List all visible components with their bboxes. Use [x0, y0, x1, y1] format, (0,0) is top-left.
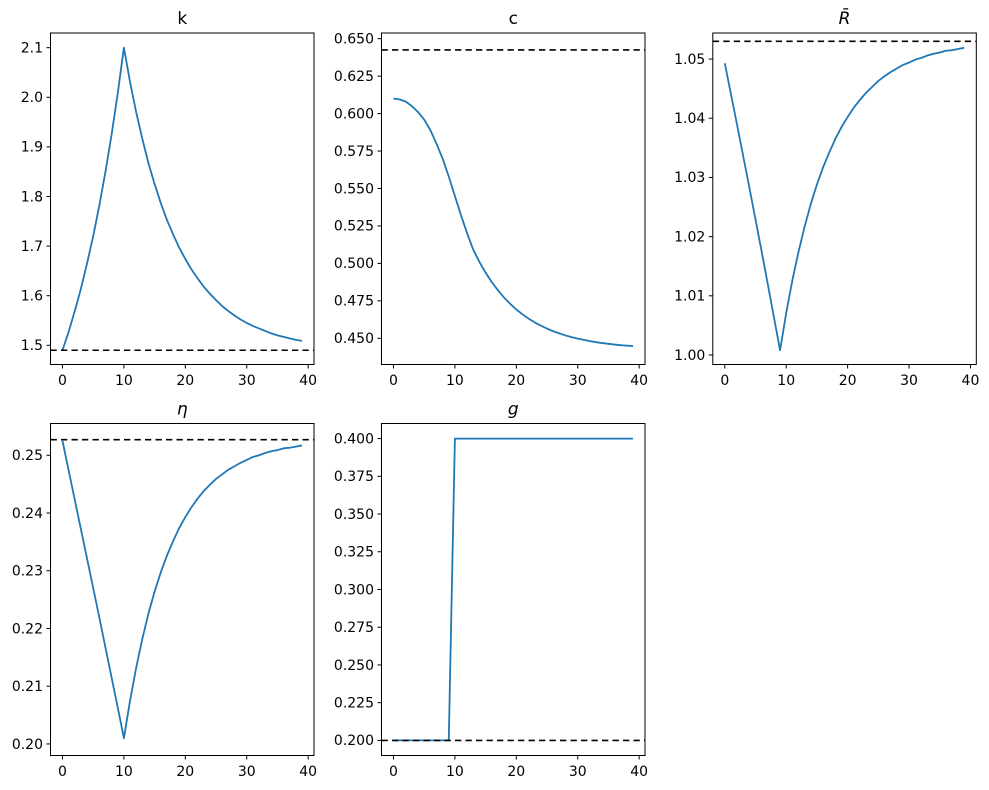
x-tick-label-c: 20 [507, 373, 525, 389]
x-tick-label-k: 40 [299, 373, 317, 389]
subplot-k: 0 10 20 30 40 1.5 1.6 1.7 1.8 1.9 2.0 2.1 k [21, 9, 317, 389]
y-tick-label-g: 0.350 [334, 507, 374, 523]
x-tick-label-g: 20 [507, 764, 525, 780]
x-tick-label-c: 10 [446, 373, 464, 389]
y-tick-label-Rbar: 1.01 [674, 289, 705, 305]
y-tick-label-c: 0.475 [334, 294, 374, 310]
y-tick-label-g: 0.300 [334, 582, 374, 598]
y-tick-label-g: 0.400 [334, 431, 374, 447]
x-tick-label-k: 20 [176, 373, 194, 389]
subplot-Rbar: 0 10 20 30 40 1.00 1.01 1.02 1.03 1.04 1.05 R̄ [674, 7, 979, 389]
axes-frame-k [50, 32, 315, 365]
x-tick-label-Rbar: 10 [777, 373, 795, 389]
subplot-title-k: k [177, 9, 187, 29]
y-tick-label-c: 0.450 [334, 331, 374, 347]
y-tick-label-c: 0.500 [334, 256, 374, 272]
y-tick-label-eta: 0.22 [12, 621, 43, 637]
axes-frame-c [381, 32, 646, 365]
y-tick-label-g: 0.225 [334, 695, 374, 711]
subplot-title-c: c [509, 9, 518, 29]
subplot-g: 0 10 20 30 40 0.200 0.225 0.250 0.275 0.300 0.325 0… [334, 400, 648, 781]
y-tick-label-g: 0.325 [334, 545, 374, 561]
y-tick-label-Rbar: 1.04 [674, 111, 705, 127]
x-tick-label-k: 30 [238, 373, 256, 389]
x-tick-label-c: 40 [630, 373, 648, 389]
x-tick-label-eta: 40 [299, 764, 317, 780]
y-tick-label-eta: 0.21 [12, 679, 43, 695]
x-tick-label-Rbar: 30 [900, 373, 918, 389]
y-tick-label-Rbar: 1.05 [674, 52, 705, 68]
y-tick-label-c: 0.525 [334, 219, 374, 235]
subplot-title-eta: η [177, 400, 188, 420]
x-tick-label-g: 10 [446, 764, 464, 780]
y-tick-label-g: 0.250 [334, 658, 374, 674]
subplot-c: 0 10 20 30 40 0.450 0.475 0.500 0.525 0.550 0.575 0… [334, 9, 648, 389]
y-tick-label-c: 0.625 [334, 69, 374, 85]
y-tick-label-Rbar: 1.00 [674, 348, 705, 364]
y-tick-label-k: 1.8 [21, 189, 43, 205]
series-line-g [393, 437, 634, 742]
series-line-eta [61, 440, 303, 740]
axes-frame-Rbar [712, 32, 977, 365]
y-tick-label-k: 1.7 [21, 239, 43, 255]
y-tick-label-g: 0.275 [334, 620, 374, 636]
x-tick-label-k: 0 [58, 373, 67, 389]
y-tick-label-k: 1.6 [21, 289, 43, 305]
series-line-Rbar [723, 46, 965, 352]
series-line-c [393, 97, 634, 347]
y-tick-label-Rbar: 1.02 [674, 229, 705, 245]
subplot-eta: 0 10 20 30 40 0.20 0.21 0.22 0.23 0.24 0.25 η [12, 400, 317, 781]
y-tick-label-c: 0.550 [334, 181, 374, 197]
x-tick-label-c: 0 [389, 373, 398, 389]
subplot-title-g: g [508, 400, 519, 420]
x-tick-label-Rbar: 0 [720, 373, 729, 389]
y-tick-label-eta: 0.23 [12, 564, 43, 580]
x-tick-label-eta: 10 [115, 764, 133, 780]
axes-frame-eta [50, 423, 315, 756]
x-tick-label-Rbar: 20 [839, 373, 857, 389]
x-tick-label-g: 0 [389, 764, 398, 780]
y-tick-label-g: 0.375 [334, 469, 374, 485]
y-tick-label-eta: 0.20 [12, 737, 43, 753]
y-tick-label-k: 1.9 [21, 140, 43, 156]
x-tick-label-g: 30 [569, 764, 587, 780]
y-tick-label-c: 0.575 [334, 144, 374, 160]
y-tick-label-c: 0.600 [334, 106, 374, 122]
y-tick-label-k: 2.0 [21, 90, 43, 106]
y-tick-label-eta: 0.24 [12, 506, 43, 522]
y-tick-label-k: 1.5 [21, 338, 43, 354]
y-tick-label-c: 0.650 [334, 31, 374, 47]
y-tick-label-k: 2.1 [21, 40, 43, 56]
x-tick-label-Rbar: 40 [962, 373, 980, 389]
x-tick-label-eta: 30 [238, 764, 256, 780]
subplot-title-Rbar: R̄ [839, 7, 851, 29]
y-tick-label-eta: 0.25 [12, 448, 43, 464]
x-tick-label-eta: 20 [176, 764, 194, 780]
x-tick-label-eta: 0 [58, 764, 67, 780]
axes-frame-g [381, 423, 646, 756]
x-tick-label-c: 30 [569, 373, 587, 389]
x-tick-label-g: 40 [630, 764, 648, 780]
y-tick-label-Rbar: 1.03 [674, 170, 705, 186]
x-tick-label-k: 10 [115, 373, 133, 389]
series-line-k [61, 46, 303, 351]
y-tick-label-g: 0.200 [334, 733, 374, 749]
